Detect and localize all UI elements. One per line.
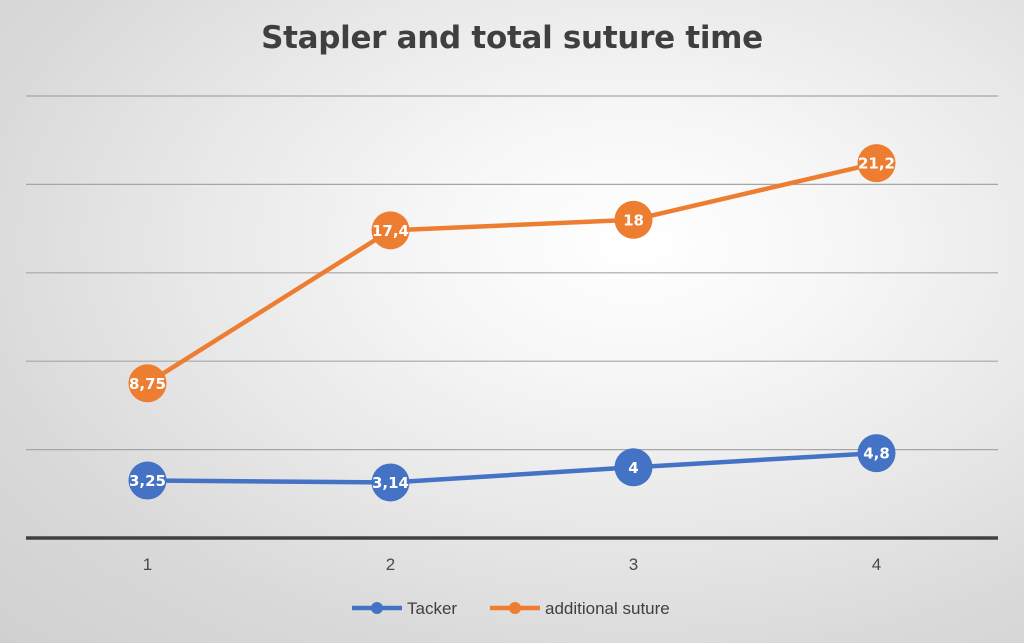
legend-item: additional suture [490, 599, 670, 618]
chart-title: Stapler and total suture time [261, 20, 763, 56]
data-point [371, 463, 410, 502]
data-label: 4 [628, 459, 638, 477]
legend-label: Tacker [407, 599, 457, 618]
data-point [371, 211, 410, 250]
data-label: 3,25 [129, 472, 166, 490]
x-tick-label: 1 [143, 555, 152, 574]
x-tick-label: 2 [386, 555, 395, 574]
legend-label: additional suture [545, 599, 670, 618]
gridlines [26, 95, 998, 451]
data-point [128, 461, 167, 500]
series-additional-suture: 8,75 17,4 18 21,2 [128, 144, 896, 403]
legend: Tacker additional suture [352, 599, 670, 618]
x-tick-label: 4 [872, 555, 881, 574]
legend-marker [371, 602, 383, 614]
data-label: 8,75 [129, 375, 166, 393]
data-point [857, 434, 896, 473]
data-point [128, 364, 167, 403]
data-label: 4,8 [863, 445, 890, 463]
series-lines: 3,25 3,14 4 4,8 8,75 17,4 18 21,2 [128, 144, 896, 502]
x-axis: 1 2 3 4 [26, 536, 998, 574]
data-point [614, 448, 653, 487]
series-line [147, 450, 877, 485]
data-point [614, 200, 653, 239]
series-tacker: 3,25 3,14 4 4,8 [128, 434, 896, 502]
series-line [146, 160, 878, 386]
data-label: 18 [623, 211, 644, 229]
data-label: 17,4 [372, 222, 409, 240]
legend-item: Tacker [352, 599, 457, 618]
data-point [857, 144, 896, 183]
x-tick-label: 3 [629, 555, 638, 574]
data-label: 21,2 [858, 155, 895, 173]
legend-marker [509, 602, 521, 614]
data-label: 3,14 [372, 474, 409, 492]
